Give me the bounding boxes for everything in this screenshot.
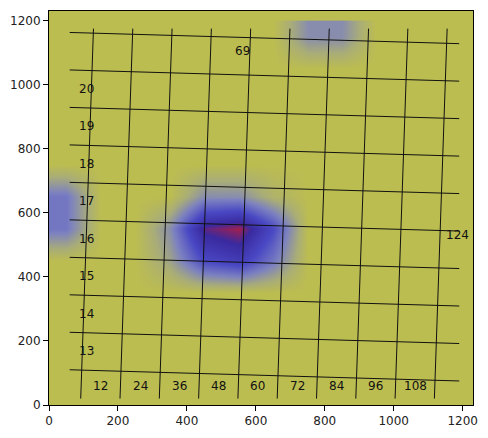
svg-text:600: 600 xyxy=(244,414,267,428)
svg-text:800: 800 xyxy=(313,414,336,428)
svg-text:1000: 1000 xyxy=(10,78,41,92)
svg-text:69: 69 xyxy=(235,44,250,58)
svg-text:15: 15 xyxy=(79,269,94,283)
svg-text:0: 0 xyxy=(45,414,53,428)
svg-text:17: 17 xyxy=(79,194,94,208)
svg-text:18: 18 xyxy=(79,157,94,171)
svg-text:800: 800 xyxy=(18,142,41,156)
svg-text:1200: 1200 xyxy=(10,14,41,28)
svg-text:48: 48 xyxy=(211,379,226,393)
svg-text:0: 0 xyxy=(33,398,41,412)
svg-text:84: 84 xyxy=(329,379,344,393)
svg-text:36: 36 xyxy=(172,379,187,393)
svg-text:14: 14 xyxy=(79,307,94,321)
svg-text:400: 400 xyxy=(18,270,41,284)
svg-text:24: 24 xyxy=(133,379,148,393)
svg-text:200: 200 xyxy=(18,334,41,348)
svg-text:200: 200 xyxy=(106,414,129,428)
svg-text:13: 13 xyxy=(79,344,94,358)
svg-text:1000: 1000 xyxy=(378,414,409,428)
svg-text:12: 12 xyxy=(93,379,108,393)
svg-text:400: 400 xyxy=(175,414,198,428)
svg-text:20: 20 xyxy=(79,82,94,96)
svg-text:108: 108 xyxy=(404,379,427,393)
svg-text:16: 16 xyxy=(79,232,94,246)
svg-text:1200: 1200 xyxy=(447,414,478,428)
svg-text:60: 60 xyxy=(250,379,265,393)
svg-text:96: 96 xyxy=(368,379,383,393)
svg-text:600: 600 xyxy=(18,206,41,220)
svg-text:124: 124 xyxy=(446,228,469,242)
svg-text:19: 19 xyxy=(79,119,94,133)
svg-text:72: 72 xyxy=(290,379,305,393)
